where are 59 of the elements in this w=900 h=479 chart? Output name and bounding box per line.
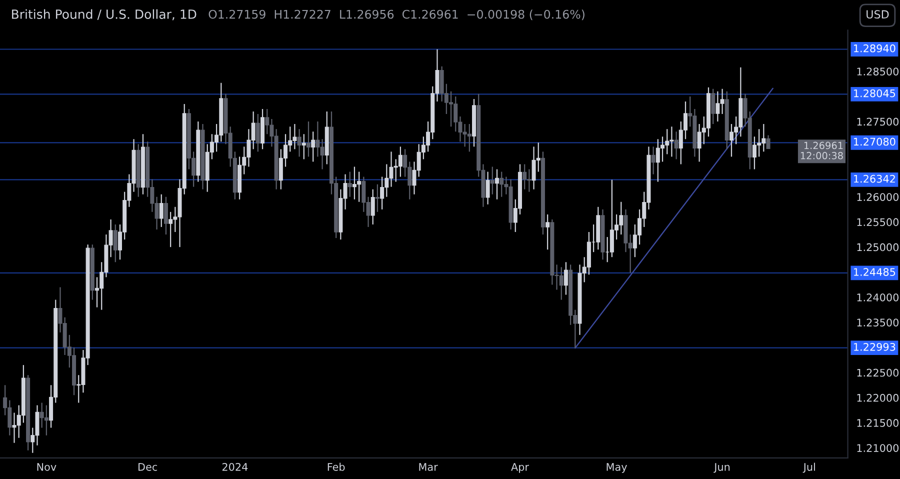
candlestick [159,194,164,228]
y-tick-label: 1.25000 [857,243,899,252]
ref-line-label: 1.28045 [854,89,896,98]
candlestick [375,184,380,212]
candlestick [467,124,472,152]
x-tick-label: May [606,463,627,473]
x-tick-label: 2024 [222,462,248,471]
y-tick-label: 1.22000 [857,394,899,402]
x-tick-label: Jul [802,462,815,473]
ref-line-label: 1.22993 [854,342,896,351]
y-tick-label: 1.21500 [857,419,899,427]
candlestick [380,176,384,210]
candlestick [494,168,500,200]
ref-line-label: 1.24485 [854,268,896,276]
x-tick-label: Apr [511,463,529,473]
candlestick [370,188,375,226]
candlestick [265,108,270,135]
candlestick [44,404,48,436]
chart-subtitle: O1.27159 H1.27227 L1.26956 C1.26961 −0.00198 (−0.16%) [208,10,584,20]
candlestick [651,146,656,175]
candlestick [500,171,504,198]
candlestick [256,113,260,152]
candlestick [546,214,550,250]
candlestick [348,171,352,198]
candlestick [398,146,402,178]
candlestick [311,131,316,162]
chart-title: British Pound / U.S. Dollar, 1D [12,9,196,20]
x-tick-label: Jun [714,463,730,473]
candlestick [564,262,568,296]
candlestick [559,266,564,300]
candlestick [486,171,490,205]
y-tick-label: 1.26000 [857,193,899,201]
y-tick-label: 1.22500 [857,368,899,377]
y-tick-label: 1.21000 [857,444,899,452]
y-tick-label: 1.24000 [857,293,899,302]
y-tick-label: 1.27500 [857,118,899,126]
x-tick-label: Feb [328,462,345,471]
annotation: 1.26961 12:00:38 [800,142,843,160]
y-tick-label: 1.25500 [857,218,899,226]
candlestick [302,134,306,160]
candlestick [522,164,527,190]
x-tick-label: Dec [138,463,158,471]
text: USD [866,10,889,19]
x-tick-label: Mar [419,463,438,471]
candlestick [306,120,311,158]
candlestick [113,224,118,263]
candlestick [164,196,168,236]
ref-line-label: 1.26342 [854,174,895,183]
x-tick-label: Nov [37,463,56,471]
candlestick [490,166,494,195]
ref-line-label: 1.28940 [854,44,896,52]
candlestick [674,131,678,160]
candlestick [168,211,173,248]
candlestick [766,134,770,150]
y-tick-label: 1.23500 [857,318,899,326]
y-tick-label: 1.28500 [857,68,899,76]
candlestick [297,128,302,158]
ref-line-label: 1.27080 [854,138,896,146]
candlestick [711,88,716,125]
